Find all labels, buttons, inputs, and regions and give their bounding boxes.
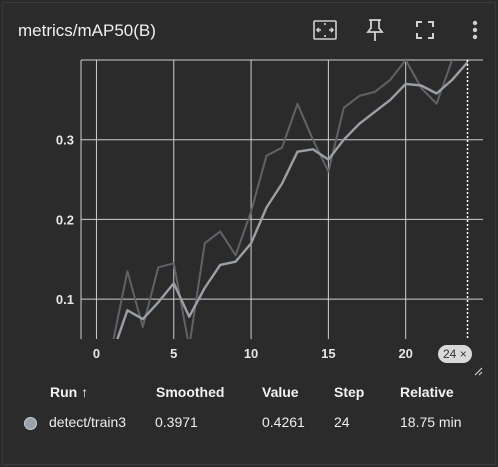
y-tick-label: 0.3 bbox=[56, 133, 74, 148]
pin-icon[interactable] bbox=[361, 16, 389, 44]
grid-lines bbox=[80, 59, 483, 339]
col-header-step[interactable]: Step bbox=[334, 384, 365, 400]
hover-step-label: 24 bbox=[443, 347, 457, 361]
chart-title: metrics/mAP50(B) bbox=[18, 21, 156, 40]
fit-domain-icon[interactable] bbox=[311, 16, 339, 44]
x-axis-ticks: 0 5 10 15 20 bbox=[93, 346, 413, 361]
x-tick-label: 10 bbox=[244, 346, 258, 361]
col-header-smoothed[interactable]: Smoothed bbox=[156, 384, 225, 400]
x-tick-label: 0 bbox=[93, 346, 100, 361]
x-tick-label: 15 bbox=[321, 346, 335, 361]
y-tick-label: 0.1 bbox=[56, 292, 74, 307]
y-axis-ticks: 0.1 0.2 0.3 bbox=[56, 133, 74, 307]
col-header-run[interactable]: Run ↑ bbox=[50, 384, 89, 400]
col-header-relative[interactable]: Relative bbox=[400, 384, 454, 400]
y-tick-label: 0.2 bbox=[56, 212, 74, 227]
fullscreen-icon[interactable] bbox=[411, 16, 439, 44]
relative-time: 18.75 min bbox=[400, 414, 462, 430]
x-tick-label: 5 bbox=[170, 346, 177, 361]
raw-value: 0.4261 bbox=[262, 414, 305, 430]
resize-handle-icon[interactable] bbox=[474, 367, 483, 376]
step-value: 24 bbox=[334, 414, 350, 430]
close-icon[interactable]: × bbox=[459, 347, 467, 361]
smoothed-value: 0.3971 bbox=[155, 414, 198, 430]
series-line-raw bbox=[112, 60, 454, 339]
series-line-smoothed bbox=[116, 61, 469, 339]
run-color-dot bbox=[24, 417, 37, 430]
run-name: detect/train3 bbox=[49, 414, 127, 430]
hover-step-badge[interactable]: 24 × bbox=[438, 345, 472, 363]
col-header-value[interactable]: Value bbox=[262, 384, 299, 400]
series-group bbox=[112, 60, 469, 339]
x-tick-label: 20 bbox=[398, 346, 412, 361]
more-vert-icon[interactable] bbox=[461, 16, 489, 44]
